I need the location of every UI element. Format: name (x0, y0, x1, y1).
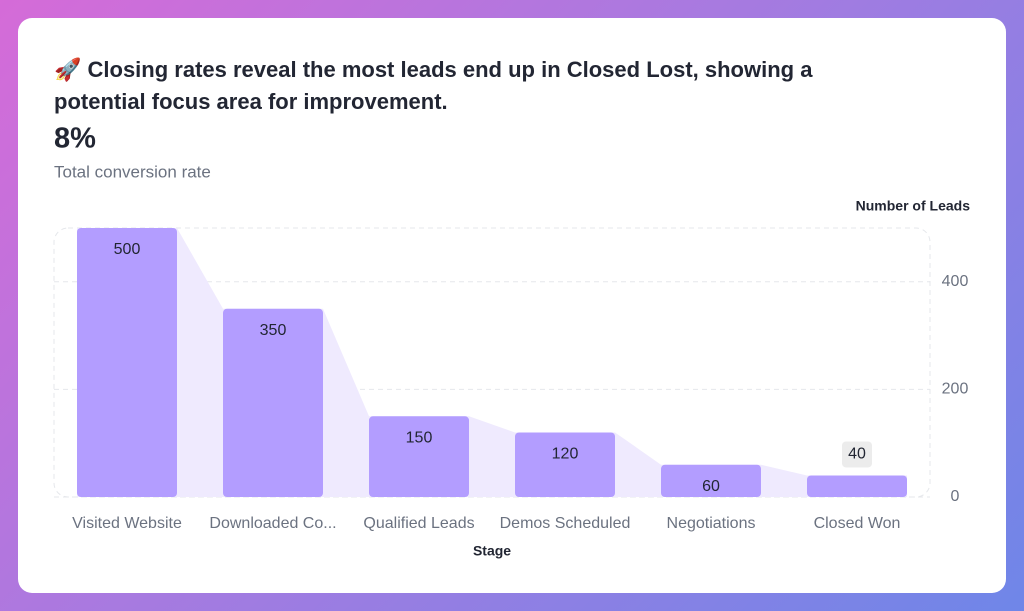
x-tick-label: Demos Scheduled (500, 515, 631, 532)
y-tick-label: 0 (951, 488, 960, 505)
value-label: 120 (552, 446, 579, 463)
y-tick-label: 400 (942, 273, 969, 290)
bar (369, 416, 469, 497)
bar (223, 308, 323, 497)
kpi-label: Total conversion rate (54, 162, 211, 181)
x-tick-label: Downloaded Co... (209, 515, 336, 532)
value-label: 500 (114, 241, 141, 258)
x-tick-label: Closed Won (814, 515, 901, 532)
x-axis-title: Stage (473, 543, 511, 559)
kpi-value: 8% (54, 123, 96, 155)
value-label: 350 (260, 322, 287, 339)
plot-frame (53, 227, 931, 498)
x-tick-label: Visited Website (72, 515, 182, 532)
chart-title: 🚀 Closing rates reveal the most leads en… (54, 57, 813, 114)
bar (515, 432, 615, 497)
x-tick-label: Negotiations (667, 515, 756, 532)
y-axis-title: Number of Leads (856, 198, 971, 214)
value-label: 60 (702, 478, 720, 495)
x-tick-label: Qualified Leads (363, 515, 474, 532)
value-label: 40 (848, 446, 866, 463)
funnel-area (77, 228, 907, 497)
bar (807, 475, 907, 497)
bar (77, 228, 177, 497)
y-tick-label: 200 (942, 381, 969, 398)
value-label-box (842, 441, 872, 468)
value-label: 150 (406, 430, 433, 447)
bar (661, 464, 761, 497)
